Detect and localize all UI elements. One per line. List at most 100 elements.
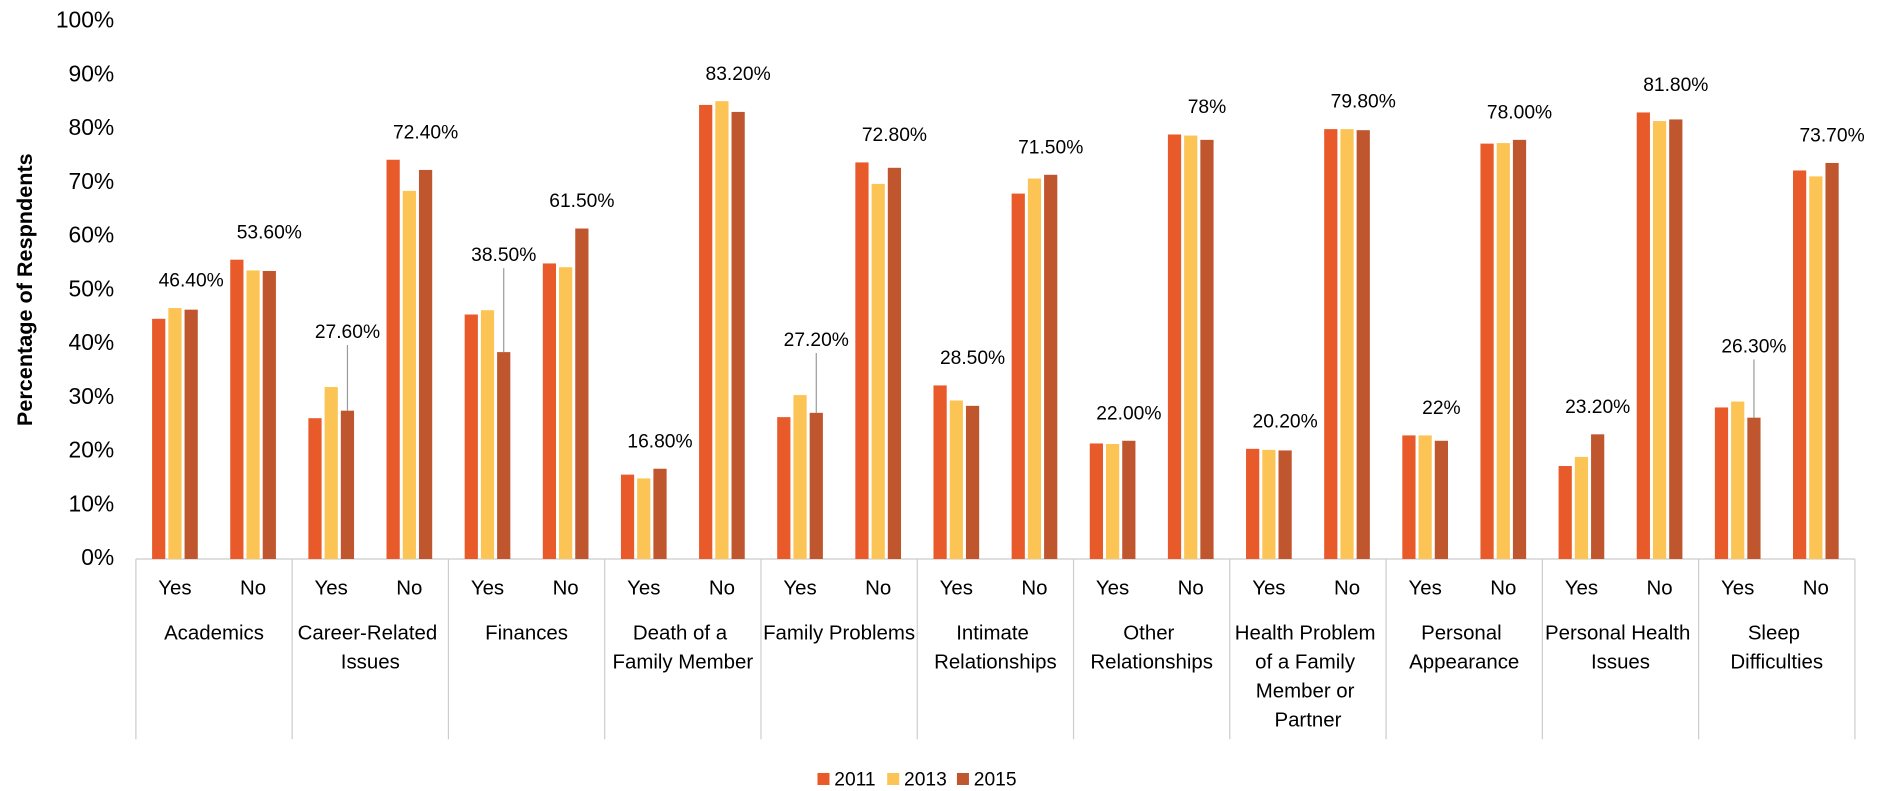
- x-tick-label: Yes: [1721, 577, 1754, 599]
- bar: [1262, 449, 1276, 559]
- x-tick-label: Yes: [1252, 577, 1285, 599]
- y-tick-label: 60%: [69, 222, 115, 248]
- x-tick-label: No: [1803, 577, 1829, 599]
- y-tick-label: 90%: [69, 60, 115, 86]
- legend-swatch: [887, 772, 900, 785]
- bar: [168, 308, 182, 559]
- bar: [386, 159, 400, 559]
- x-tick-label: Yes: [1096, 577, 1129, 599]
- bar: [1356, 130, 1370, 559]
- group-label-line: Relationships: [1090, 652, 1213, 674]
- data-label: 81.80%: [1643, 75, 1708, 96]
- y-tick-label: 20%: [69, 437, 115, 463]
- bar: [777, 417, 791, 559]
- bar: [246, 270, 260, 559]
- group-label: Family Problems: [763, 623, 915, 645]
- group-label-line: Issues: [1591, 652, 1650, 674]
- legend-label: 2013: [904, 769, 947, 790]
- bar: [653, 468, 667, 559]
- x-tick-label: No: [553, 577, 579, 599]
- data-label: 83.20%: [706, 64, 771, 85]
- data-label: 72.40%: [393, 122, 458, 143]
- bar: [324, 387, 338, 559]
- group-label-line: Finances: [485, 623, 568, 645]
- group-label: Sleep Difficulties: [1730, 623, 1823, 674]
- bar: [965, 405, 980, 559]
- y-axis-title: Percentage of Respndents: [12, 153, 37, 426]
- x-tick-label: No: [1334, 577, 1360, 599]
- bar: [1591, 434, 1605, 559]
- y-tick-label: 100%: [56, 7, 114, 33]
- bar: [1402, 435, 1416, 559]
- bar: [418, 169, 433, 559]
- bar: [402, 190, 416, 559]
- x-tick-label: No: [865, 577, 891, 599]
- bar: [1512, 139, 1527, 559]
- bar: [1825, 162, 1839, 559]
- bar: [1558, 466, 1572, 559]
- data-label: 46.40%: [159, 271, 224, 292]
- bar: [1636, 112, 1650, 559]
- x-tick-label: No: [396, 577, 422, 599]
- data-label: 79.80%: [1331, 92, 1396, 113]
- x-tick-label: No: [1490, 577, 1516, 599]
- bar: [1480, 143, 1494, 559]
- group-label-line: Career-Related: [298, 623, 443, 645]
- bar: [497, 352, 511, 559]
- bar: [559, 267, 573, 559]
- data-label: 26.30%: [1721, 337, 1786, 358]
- bar: [1089, 443, 1103, 559]
- bar: [1496, 143, 1510, 559]
- data-label: 22.00%: [1096, 403, 1161, 424]
- bar: [1011, 193, 1025, 559]
- group-label-line: Death of a: [633, 623, 733, 645]
- x-tick-label: Yes: [1565, 577, 1598, 599]
- legend-label: 2011: [834, 769, 875, 790]
- group-label-line: Sleep: [1748, 623, 1806, 645]
- bar: [855, 162, 869, 559]
- bar: [887, 167, 902, 559]
- group-label: Academics: [164, 623, 264, 645]
- bar: [715, 101, 729, 559]
- group-label-line: Partner: [1274, 710, 1341, 732]
- bar: [1200, 139, 1214, 559]
- data-label: 78%: [1188, 97, 1226, 118]
- bar: [1027, 178, 1042, 559]
- group-label: Career-Related Issues: [298, 623, 443, 674]
- group-label: Finances: [485, 623, 568, 645]
- bar: [480, 310, 495, 559]
- y-tick-label: 80%: [69, 114, 115, 140]
- bar: [1809, 176, 1823, 559]
- group-label-line: Family Member: [612, 652, 753, 674]
- bar: [152, 318, 166, 559]
- x-tick-label: Yes: [158, 577, 191, 599]
- bar: [184, 309, 198, 559]
- bar: [933, 385, 947, 559]
- group-label-line: of a Family: [1255, 652, 1361, 674]
- bar: [308, 418, 322, 559]
- group-label-line: Personal: [1421, 623, 1507, 645]
- bar: [464, 314, 478, 559]
- x-tick-label: Yes: [471, 577, 504, 599]
- bar: [637, 478, 651, 559]
- x-tick-label: No: [1178, 577, 1204, 599]
- bar: [1167, 134, 1182, 559]
- bar: [1747, 417, 1761, 559]
- bar: [542, 263, 557, 559]
- data-label: 28.50%: [940, 348, 1005, 369]
- data-label: 73.70%: [1799, 126, 1864, 147]
- bar: [1652, 121, 1667, 559]
- bar: [809, 412, 823, 559]
- data-label: 78.00%: [1487, 102, 1552, 123]
- legend-swatch: [956, 772, 969, 785]
- group-label: Other Relationships: [1090, 623, 1213, 674]
- bar: [1418, 435, 1432, 559]
- bar: [340, 410, 355, 559]
- data-label: 27.60%: [315, 322, 380, 343]
- data-label: 27.20%: [784, 330, 849, 351]
- bar: [1324, 129, 1338, 559]
- group-label-line: Academics: [164, 623, 264, 645]
- legend-label: 2015: [974, 769, 1017, 790]
- bar: [1714, 407, 1729, 559]
